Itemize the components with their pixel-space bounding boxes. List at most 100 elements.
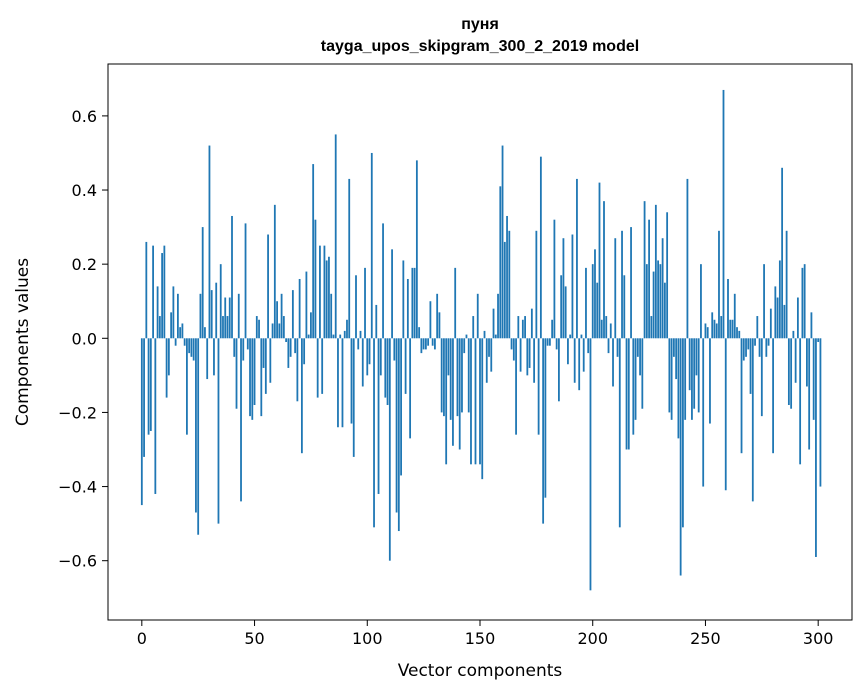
bar-222 <box>641 338 644 409</box>
y-tick-label: −0.4 <box>58 478 97 497</box>
bar-38 <box>226 316 229 339</box>
bar-17 <box>179 327 182 339</box>
bar-35 <box>219 264 222 339</box>
bar-230 <box>659 264 662 339</box>
x-tick-label: 50 <box>244 629 264 648</box>
bar-197 <box>585 267 587 339</box>
bar-45 <box>242 338 245 361</box>
bar-119 <box>409 338 412 439</box>
bar-48 <box>249 338 251 417</box>
bar-196 <box>582 338 585 372</box>
bar-187 <box>562 238 565 339</box>
bar-32 <box>213 338 215 376</box>
bar-78 <box>316 338 319 398</box>
bar-70 <box>298 278 301 339</box>
bar-77 <box>314 219 317 339</box>
bar-268 <box>745 338 747 357</box>
bar-13 <box>170 312 173 339</box>
bar-297 <box>810 312 813 339</box>
y-axis: −0.6 −0.4 −0.2 0.0 0.2 0.4 0.6 <box>58 107 108 571</box>
bar-292 <box>799 338 802 465</box>
bar-111 <box>391 249 393 339</box>
bar-280 <box>772 338 774 454</box>
bar-294 <box>803 264 806 339</box>
bar-203 <box>598 182 601 339</box>
bar-10 <box>163 245 166 339</box>
bar-129 <box>431 338 434 346</box>
bar-258 <box>722 89 725 339</box>
bar-101 <box>368 338 371 365</box>
bar-235 <box>670 338 673 420</box>
bar-215 <box>625 338 628 450</box>
bar-74 <box>307 334 310 339</box>
bar-152 <box>483 330 486 339</box>
bar-276 <box>763 264 765 339</box>
bar-122 <box>415 160 418 339</box>
bar-67 <box>291 290 294 339</box>
bar-231 <box>661 238 664 339</box>
x-axis: 0 50 100 150 200 250 300 <box>137 620 833 648</box>
bar-107 <box>382 223 384 339</box>
bar-191 <box>571 234 574 339</box>
bar-300 <box>817 338 820 342</box>
bar-272 <box>754 338 756 346</box>
bar-131 <box>436 293 439 339</box>
bar-94 <box>352 338 355 457</box>
bar-281 <box>774 286 777 339</box>
bar-149 <box>476 293 479 339</box>
bar-51 <box>255 316 258 339</box>
bar-90 <box>343 330 346 339</box>
y-tick-label: 0.4 <box>72 181 97 200</box>
bar-249 <box>702 338 705 487</box>
bar-72 <box>303 338 306 365</box>
bar-58 <box>271 323 274 339</box>
bar-108 <box>384 338 387 398</box>
bar-142 <box>461 338 463 413</box>
x-tick-label: 100 <box>352 629 383 648</box>
bar-271 <box>751 338 754 502</box>
bar-239 <box>679 338 682 576</box>
bar-262 <box>731 319 734 339</box>
bar-193 <box>576 178 578 339</box>
bar-286 <box>785 230 788 339</box>
bar-99 <box>364 267 366 339</box>
bar-172 <box>528 338 531 368</box>
bar-160 <box>501 145 504 339</box>
bar-140 <box>456 338 459 417</box>
bar-63 <box>282 316 285 339</box>
bar-55 <box>264 338 267 394</box>
bar-163 <box>508 230 511 339</box>
bar-296 <box>808 338 811 450</box>
bar-104 <box>375 304 378 339</box>
bar-2 <box>145 241 148 339</box>
bar-270 <box>749 338 752 394</box>
bar-0 <box>140 338 143 506</box>
bar-234 <box>668 338 671 413</box>
bar-182 <box>551 319 554 339</box>
bar-189 <box>567 338 569 365</box>
bar-56 <box>267 234 269 339</box>
bar-43 <box>237 293 240 339</box>
bar-198 <box>587 338 590 354</box>
bar-179 <box>544 338 547 498</box>
bar-34 <box>217 338 220 524</box>
bar-188 <box>564 286 567 339</box>
bar-166 <box>515 338 517 435</box>
y-tick-label: 0.2 <box>72 255 97 274</box>
bar-73 <box>305 271 308 339</box>
bar-83 <box>328 256 330 339</box>
bar-194 <box>578 338 581 391</box>
bar-224 <box>645 264 648 339</box>
bar-153 <box>485 338 488 383</box>
bar-64 <box>285 338 288 342</box>
bar-57 <box>269 338 272 383</box>
bar-184 <box>555 338 558 350</box>
bar-278 <box>767 338 770 346</box>
bar-181 <box>548 338 551 346</box>
bar-238 <box>677 338 680 439</box>
bar-26 <box>199 293 202 339</box>
bar-225 <box>648 219 650 339</box>
bar-144 <box>465 334 468 339</box>
bar-174 <box>533 338 536 383</box>
